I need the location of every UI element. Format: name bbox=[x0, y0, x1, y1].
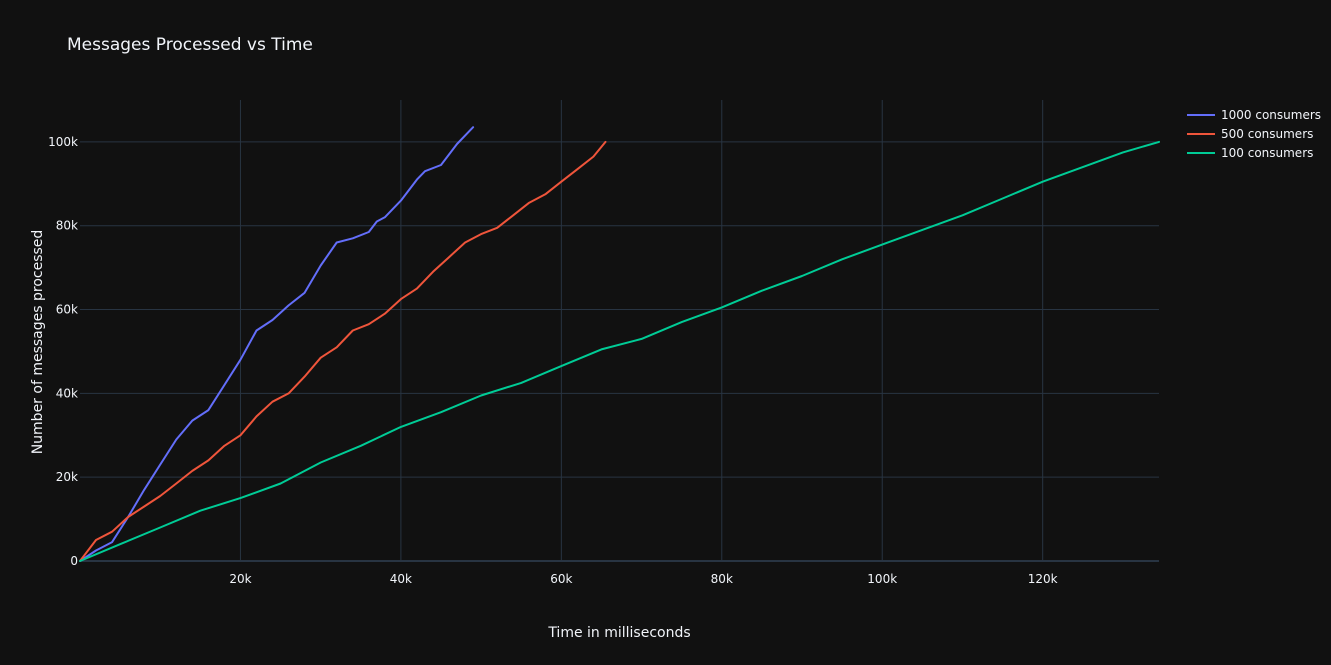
y-tick-label: 40k bbox=[56, 386, 78, 400]
x-axis-title: Time in milliseconds bbox=[547, 625, 690, 641]
x-tick-label: 20k bbox=[229, 572, 251, 586]
legend[interactable]: 1000 consumers 500 consumers 100 consumers bbox=[1187, 108, 1321, 160]
series-layer bbox=[79, 126, 1160, 562]
legend-label: 100 consumers bbox=[1221, 146, 1313, 160]
y-axis-title: Number of messages processed bbox=[30, 230, 46, 455]
series-line-500-consumers bbox=[79, 140, 607, 562]
series-line-1000-consumers bbox=[79, 126, 475, 562]
x-tick-label: 120k bbox=[1028, 572, 1058, 586]
legend-label: 500 consumers bbox=[1221, 127, 1313, 141]
legend-label: 1000 consumers bbox=[1221, 108, 1321, 122]
y-tick-label: 60k bbox=[56, 303, 78, 317]
x-tick-label: 80k bbox=[711, 572, 733, 586]
y-tick-labels: 0 20k 40k 60k 80k 100k bbox=[48, 135, 78, 568]
y-tick-label: 0 bbox=[70, 554, 78, 568]
chart-title: Messages Processed vs Time bbox=[67, 35, 313, 55]
legend-item-1000-consumers[interactable]: 1000 consumers bbox=[1187, 108, 1321, 122]
x-tick-labels: 20k 40k 60k 80k 100k 120k bbox=[229, 572, 1057, 586]
legend-item-500-consumers[interactable]: 500 consumers bbox=[1187, 127, 1313, 141]
series-line-100-consumers bbox=[79, 140, 1160, 562]
grid-layer bbox=[80, 100, 1159, 562]
y-tick-label: 20k bbox=[56, 470, 78, 484]
legend-item-100-consumers[interactable]: 100 consumers bbox=[1187, 146, 1313, 160]
y-tick-label: 100k bbox=[48, 135, 78, 149]
x-tick-label: 60k bbox=[550, 572, 572, 586]
x-tick-label: 100k bbox=[867, 572, 897, 586]
x-tick-label: 40k bbox=[390, 572, 412, 586]
y-tick-label: 80k bbox=[56, 219, 78, 233]
